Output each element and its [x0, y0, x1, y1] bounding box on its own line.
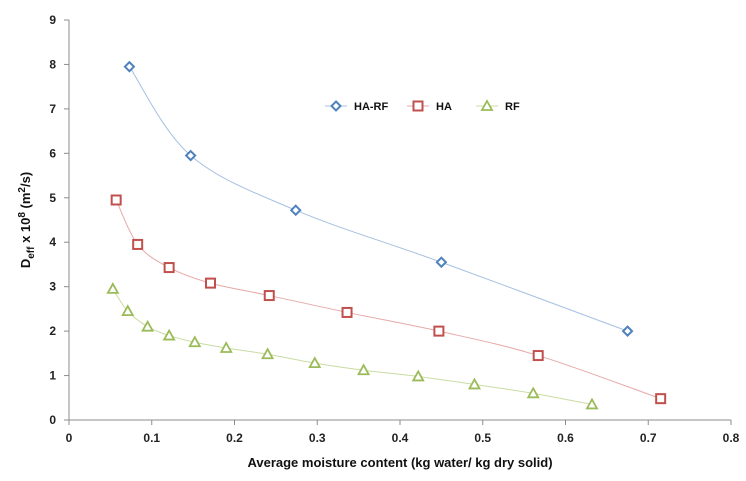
y-tick-label: 9: [49, 13, 56, 27]
data-point-ha: [132, 238, 144, 250]
x-ticks: 0 0.1 0.2 0.3 0.4 0.5 0.6 0.7 0.8: [66, 420, 740, 445]
data-point-rf: [106, 282, 120, 294]
data-point-rf: [357, 363, 371, 376]
axes: 0 0.1 0.2 0.3 0.4 0.5 0.6 0.7 0.8 0 1 2 3 4 5 6 7 8 9: [49, 13, 739, 445]
data-point-rf: [219, 341, 233, 353]
x-tick-label: 0.7: [640, 431, 657, 445]
data-point-ha-rf: [123, 60, 136, 73]
y-axis-title-mid: x 10: [18, 218, 33, 247]
data-point-ha: [205, 277, 217, 289]
y-axis-title-unit-sup: 2: [17, 187, 28, 193]
data-point-ha: [433, 325, 445, 337]
data-point-rf: [467, 377, 482, 390]
y-tick-label: 2: [49, 324, 56, 338]
data-point-rf: [526, 386, 540, 399]
legend-marker-rf: [480, 99, 494, 111]
series-line-ha-rf: [128, 66, 628, 332]
legend: HA-RF HA RF: [325, 99, 520, 113]
x-tick-label: 0.5: [474, 431, 491, 445]
y-axis-title: Deff x 108 (m2/s): [17, 172, 37, 268]
legend-item-rf: RF: [476, 99, 520, 113]
data-point-ha: [110, 194, 122, 206]
legend-item-ha-rf: HA-RF: [325, 100, 388, 113]
legend-label-ha: HA: [436, 101, 452, 113]
y-tick-label: 7: [49, 102, 56, 116]
y-axis-title-superscript: 8: [17, 212, 28, 218]
data-point-rf: [188, 335, 202, 348]
x-tick-label: 0.4: [392, 431, 409, 445]
y-axis-title-unit-pre: (m: [18, 193, 33, 213]
data-point-rf: [141, 319, 155, 332]
data-point-rf: [121, 304, 135, 317]
data-point-ha: [655, 393, 667, 405]
x-tick-label: 0.2: [226, 431, 243, 445]
data-point-ha-rf: [184, 149, 197, 162]
y-tick-label: 1: [49, 369, 56, 383]
y-tick-label: 5: [49, 191, 56, 205]
data-point-ha: [163, 262, 175, 274]
data-point-rf: [585, 397, 599, 410]
y-tick-label: 4: [49, 235, 56, 249]
legend-label-rf: RF: [505, 101, 520, 113]
series-line-rf: [112, 288, 593, 405]
data-point-ha: [341, 306, 353, 318]
data-point-ha-rf: [435, 256, 448, 269]
y-tick-label: 3: [49, 280, 56, 294]
y-tick-label: 8: [49, 57, 56, 71]
data-point-ha: [263, 290, 275, 302]
data-point-ha-rf: [621, 325, 634, 338]
x-tick-label: 0.6: [557, 431, 574, 445]
data-point-rf: [308, 356, 322, 369]
series-line-ha: [115, 199, 661, 400]
legend-item-ha: HA: [407, 100, 452, 113]
y-ticks: 0 1 2 3 4 5 6 7 8 9: [49, 13, 69, 427]
x-tick-label: 0.1: [143, 431, 160, 445]
data-point-rf: [261, 347, 275, 360]
data-point-rf: [411, 369, 425, 382]
x-tick-label: 0: [66, 431, 73, 445]
y-tick-label: 0: [49, 413, 56, 427]
x-tick-label: 0.8: [723, 431, 740, 445]
data-point-rf: [162, 328, 176, 341]
y-axis-title-base: D: [18, 259, 33, 268]
y-axis-title-subscript: eff: [26, 246, 37, 259]
y-axis-title-unit-post: /s): [18, 172, 33, 187]
legend-marker-ha-rf: [330, 100, 342, 112]
x-axis-title: Average moisture content (kg water/ kg d…: [247, 455, 552, 470]
data-point-ha-rf: [289, 204, 302, 217]
series-layer: [106, 60, 667, 410]
series-ha: [110, 194, 667, 405]
data-point-ha: [532, 350, 544, 362]
legend-marker-ha: [412, 100, 424, 112]
series-ha-rf: [123, 60, 634, 338]
legend-label-ha-rf: HA-RF: [354, 101, 388, 113]
y-tick-label: 6: [49, 146, 56, 160]
series-rf: [106, 282, 599, 410]
x-tick-label: 0.3: [309, 431, 326, 445]
